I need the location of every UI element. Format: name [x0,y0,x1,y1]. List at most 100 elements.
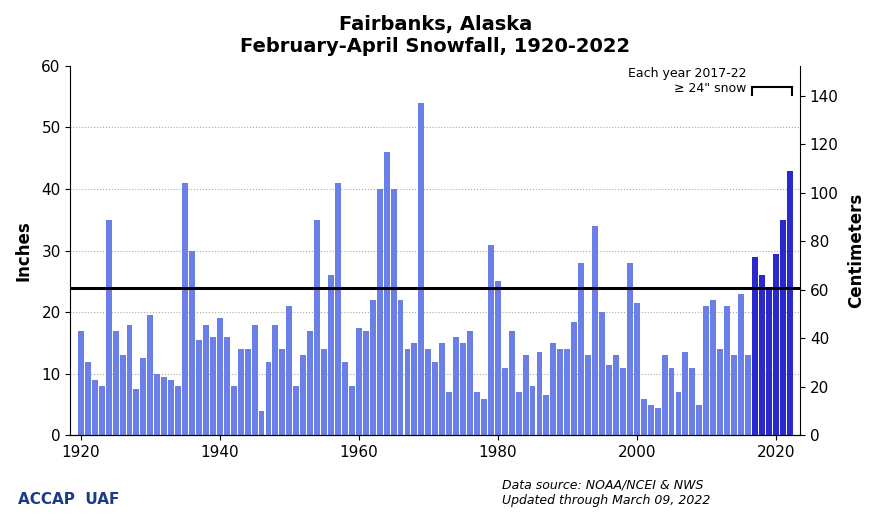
Bar [585,355,591,436]
Bar [120,355,126,436]
Bar [634,303,640,436]
Bar [516,392,522,436]
Bar [446,392,452,436]
Bar [78,331,84,436]
Bar [537,352,542,436]
Bar [710,300,716,436]
Bar [134,389,139,436]
Bar [370,300,376,436]
Bar [662,355,668,436]
Bar [286,306,292,436]
Bar [571,322,577,436]
Bar [683,352,688,436]
Bar [592,226,598,436]
Bar [412,343,417,436]
Bar [488,244,494,436]
Bar [252,325,258,436]
Bar [460,343,466,436]
Bar [273,325,278,436]
Bar [321,349,327,436]
Bar [523,355,529,436]
Bar [342,362,348,436]
Bar [377,189,383,436]
Bar [391,189,397,436]
Bar [669,367,674,436]
Bar [363,331,369,436]
Bar [314,220,320,436]
Bar [127,325,133,436]
Bar [641,399,647,436]
Bar [620,367,626,436]
Bar [453,337,459,436]
Bar [224,337,230,436]
Bar [266,362,271,436]
Bar [182,183,188,436]
Title: Fairbanks, Alaska
February-April Snowfall, 1920-2022: Fairbanks, Alaska February-April Snowfal… [240,15,630,56]
Bar [655,408,661,436]
Bar [398,300,403,436]
Bar [113,331,119,436]
Bar [300,355,306,436]
Bar [752,257,758,436]
Bar [648,404,654,436]
Bar [154,374,160,436]
Bar [106,220,112,436]
Bar [502,367,508,436]
Bar [238,349,244,436]
Bar [147,315,153,436]
Bar [745,355,751,436]
Bar [99,386,105,436]
Bar [203,325,209,436]
Bar [245,349,251,436]
Bar [696,404,702,436]
Bar [216,318,223,436]
Bar [425,349,431,436]
Bar [766,288,772,436]
Bar [606,365,612,436]
Bar [348,386,355,436]
Bar [759,275,765,436]
Bar [307,331,313,436]
Bar [92,380,98,436]
Bar [599,312,605,436]
Bar [564,349,570,436]
Bar [175,386,181,436]
Bar [481,399,487,436]
Bar [717,349,723,436]
Text: ACCAP  UAF: ACCAP UAF [18,492,119,507]
Bar [787,171,793,436]
Bar [474,392,480,436]
Bar [231,386,237,436]
Bar [509,331,515,436]
Bar [210,337,216,436]
Bar [724,306,730,436]
Text: Each year 2017-22
≥ 24" snow: Each year 2017-22 ≥ 24" snow [628,67,746,95]
Bar [676,392,681,436]
Bar [161,377,167,436]
Bar [731,355,737,436]
Bar [418,103,424,436]
Bar [141,359,146,436]
Bar [530,386,536,436]
Bar [627,263,633,436]
Bar [280,349,285,436]
Bar [495,281,501,436]
Bar [439,343,445,436]
Bar [432,362,438,436]
Bar [557,349,563,436]
Text: Data source: NOAA/NCEI & NWS
Updated through March 09, 2022: Data source: NOAA/NCEI & NWS Updated thr… [502,479,710,507]
Y-axis label: Centimeters: Centimeters [847,193,865,308]
Bar [168,380,174,436]
Bar [335,183,341,436]
Bar [328,275,334,436]
Bar [384,152,390,436]
Bar [259,411,265,436]
Bar [689,367,695,436]
Bar [467,331,473,436]
Bar [578,263,584,436]
Bar [544,395,549,436]
Bar [196,340,202,436]
Bar [356,328,362,436]
Bar [293,386,299,436]
Y-axis label: Inches: Inches [15,220,33,281]
